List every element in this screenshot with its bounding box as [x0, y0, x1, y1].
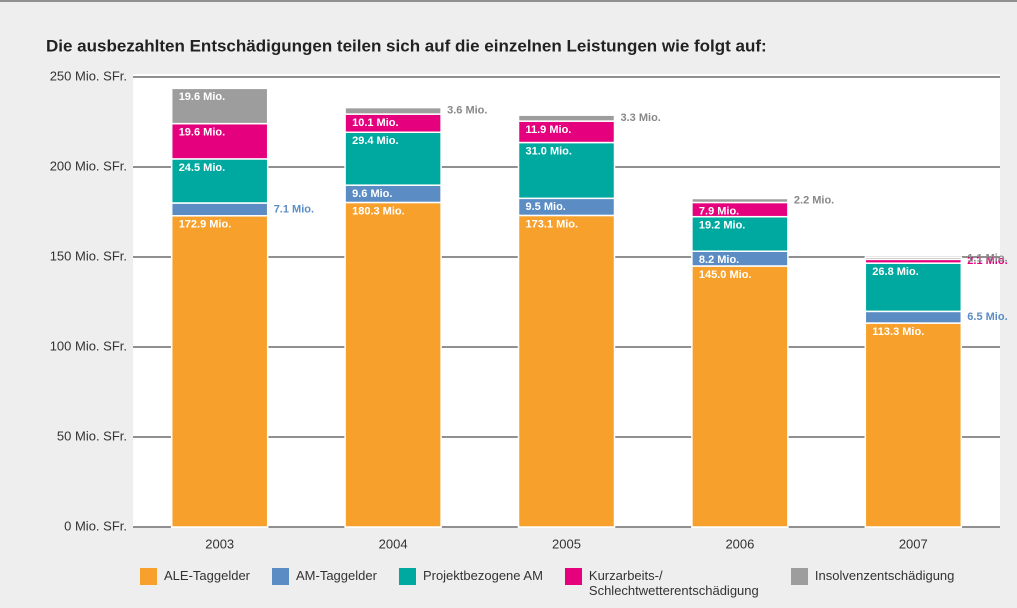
- bar-segment: [864, 310, 963, 324]
- value-label: 3.3 Mio.: [621, 112, 661, 124]
- bar-segment: [691, 197, 789, 204]
- value-label: 26.8 Mio.: [872, 266, 918, 278]
- bar-segment: [344, 131, 442, 186]
- legend-swatch: [564, 568, 582, 585]
- value-label: 145.0 Mio.: [699, 269, 752, 281]
- chart-title: Die ausbezahlten Entschädigungen teilen …: [46, 36, 767, 55]
- x-tick-label: 2007: [899, 536, 928, 551]
- bar-segment: [864, 262, 963, 313]
- bar-segment: [344, 106, 442, 115]
- bar-segment: [691, 265, 789, 528]
- value-label: 1.1 Mio.: [967, 252, 1007, 264]
- legend-label: Kurzarbeits-/ Schlechtwetterentschädigun…: [588, 568, 759, 598]
- bar-segment: [170, 215, 269, 528]
- value-label: 9.6 Mio.: [352, 188, 392, 200]
- x-tick-label: 2005: [552, 536, 581, 551]
- value-label: 113.3 Mio.: [872, 326, 924, 338]
- value-label: 24.5 Mio.: [179, 162, 225, 174]
- y-tick-label: 50 Mio. SFr.: [57, 428, 127, 443]
- legend-label: ALE-Taggelder: [164, 568, 250, 583]
- value-label: 19.6 Mio.: [179, 91, 225, 103]
- value-label: 29.4 Mio.: [352, 135, 398, 147]
- legend-item: Insolvenzentschädigung: [790, 568, 955, 598]
- value-label: 11.9 Mio.: [526, 124, 572, 136]
- value-label: 8.2 Mio.: [699, 254, 739, 266]
- legend-label: AM-Taggelder: [296, 568, 377, 583]
- legend-item: Projektbezogene AM: [398, 568, 543, 598]
- legend-swatch: [790, 568, 808, 585]
- legend-label: Projektbezogene AM: [422, 568, 543, 583]
- legend-item: AM-Taggelder: [272, 568, 377, 598]
- value-label: 2.1 Mio.: [967, 255, 1007, 267]
- legend: ALE-Taggelder AM-Taggelder Projektbezogene…: [140, 568, 1010, 598]
- y-tick-label: 100 Mio. SFr.: [50, 338, 127, 353]
- bar-segment: [344, 201, 442, 528]
- value-label: 172.9 Mio.: [179, 219, 232, 231]
- bar-segment: [170, 202, 269, 217]
- legend-item: ALE-Taggelder: [140, 568, 250, 598]
- legend-swatch: [272, 568, 289, 585]
- value-label: 3.6 Mio.: [447, 105, 487, 117]
- x-tick-label: 2003: [205, 536, 234, 551]
- value-label: 173.1 Mio.: [526, 218, 579, 230]
- y-tick-label: 200 Mio. SFr.: [50, 158, 127, 173]
- legend-item: Kurzarbeits-/ Schlechtwetterentschädigun…: [564, 568, 769, 598]
- value-label: 19.6 Mio.: [179, 127, 225, 139]
- legend-label: Insolvenzentschädigung: [814, 568, 955, 583]
- value-label: 19.2 Mio.: [699, 220, 745, 232]
- value-label: 10.1 Mio.: [352, 117, 398, 129]
- value-label: 2.2 Mio.: [794, 194, 834, 206]
- bar-segment: [864, 322, 963, 528]
- legend-swatch: [140, 568, 157, 585]
- value-label: 31.0 Mio.: [526, 145, 572, 157]
- value-label: 6.5 Mio.: [967, 311, 1007, 323]
- legend-swatch: [398, 568, 416, 585]
- y-tick-label: 0 Mio. SFr.: [64, 518, 127, 533]
- bar-segment: [170, 87, 269, 125]
- value-label: 9.5 Mio.: [526, 201, 566, 213]
- bar-segment: [864, 256, 963, 261]
- y-tick-label: 250 Mio. SFr.: [50, 68, 127, 83]
- x-tick-label: 2006: [725, 536, 754, 551]
- value-label: 7.1 Mio.: [274, 203, 314, 215]
- bar-segment: [517, 114, 616, 122]
- bar-segment: [517, 214, 616, 528]
- y-tick-label: 150 Mio. SFr.: [50, 248, 127, 263]
- value-label: 7.9 Mio.: [699, 205, 739, 217]
- value-label: 180.3 Mio.: [352, 205, 405, 217]
- bar-segment: [517, 141, 616, 200]
- x-tick-label: 2004: [379, 536, 408, 551]
